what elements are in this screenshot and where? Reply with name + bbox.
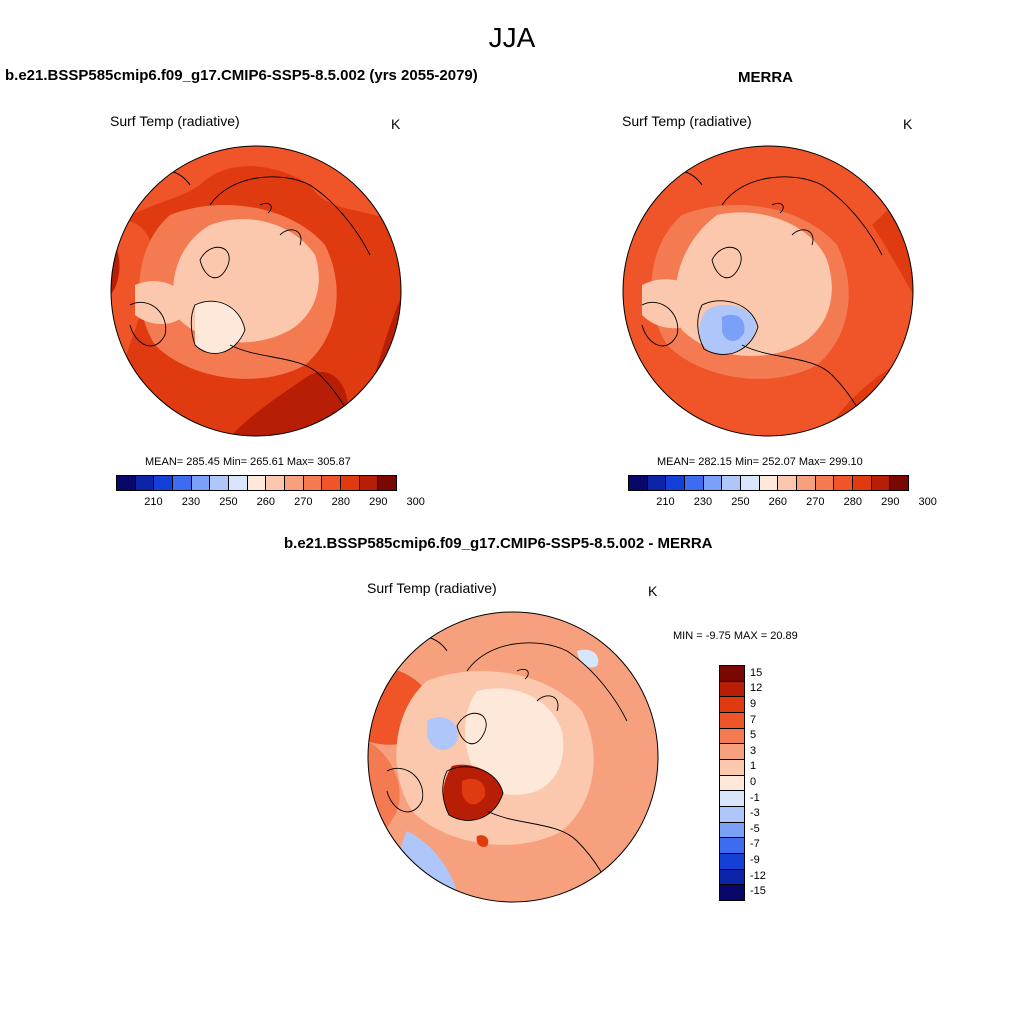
- diff-colorbar-swatch: [720, 854, 744, 870]
- diff-colorbar-tick-label: -7: [750, 838, 760, 851]
- model-units-label: K: [391, 116, 401, 132]
- model-panel-title: b.e21.BSSP585cmip6.f09_g17.CMIP6-SSP5-8.…: [5, 67, 478, 84]
- diff-colorbar-tick-label: 3: [750, 744, 757, 757]
- diff-colorbar-tick-label: -9: [750, 854, 760, 866]
- diff-colorbar-swatch: [720, 666, 744, 682]
- diff-colorbar-swatch: [720, 791, 744, 808]
- model-colorbar-swatch: [322, 476, 342, 490]
- diff-stats: MIN = -9.75 MAX = 20.89: [673, 630, 798, 642]
- obs-colorbar: [628, 475, 909, 491]
- diff-colorbar-swatch: [720, 760, 744, 776]
- obs-colorbar-tick-label: 250: [731, 496, 750, 508]
- diff-colorbar-tick-label: 15: [750, 666, 763, 679]
- obs-units-label: K: [903, 116, 913, 132]
- model-polar-map: [110, 145, 402, 437]
- obs-polar-map: [622, 145, 914, 437]
- model-colorbar-swatch: [378, 476, 397, 490]
- figure-title: JJA: [488, 22, 536, 53]
- obs-colorbar-swatch: [647, 476, 667, 490]
- model-colorbar-ticks: 210 230 250 260 270 280 290 300: [116, 496, 425, 510]
- model-colorbar-swatch: [210, 476, 230, 490]
- diff-colorbar-swatch: [720, 869, 744, 886]
- model-colorbar-tick-label: 260: [256, 496, 276, 508]
- diff-colorbar-swatch: [720, 885, 744, 901]
- model-colorbar-swatch: [191, 476, 211, 490]
- diff-units-label: K: [648, 583, 658, 599]
- diff-colorbar-tick-label: -12: [750, 869, 766, 882]
- obs-colorbar-swatch: [853, 476, 872, 490]
- diff-colorbar-swatch: [720, 838, 744, 855]
- diff-colorbar-swatch: [720, 728, 744, 745]
- obs-colorbar-ticks: 210 230 250 260 270 280 290 300: [628, 496, 937, 510]
- model-colorbar-swatch: [229, 476, 248, 490]
- model-colorbar-tick-label: 300: [406, 496, 425, 508]
- diff-colorbar-ticks: 15 12 9 7 5 3 1 0 -1 -3 -5 -7 -9 -12 -15: [750, 665, 780, 899]
- model-colorbar-swatch: [359, 476, 379, 490]
- obs-colorbar-tick-label: 270: [806, 496, 825, 508]
- diff-colorbar-tick-label: -15: [750, 885, 766, 898]
- obs-colorbar-swatch: [722, 476, 742, 490]
- diff-colorbar-tick-label: -1: [750, 791, 760, 804]
- model-colorbar-swatch: [266, 476, 286, 490]
- diff-colorbar: [719, 665, 745, 901]
- obs-colorbar-swatch: [797, 476, 816, 490]
- diff-colorbar-tick-label: -5: [750, 822, 760, 835]
- diff-colorbar-tick-label: -3: [750, 807, 760, 820]
- model-colorbar-tick-label: 270: [294, 496, 313, 508]
- obs-colorbar-swatch: [834, 476, 854, 490]
- model-colorbar-swatch: [303, 476, 323, 490]
- model-colorbar-swatch: [135, 476, 155, 490]
- model-variable-label: Surf Temp (radiative): [110, 113, 240, 129]
- diff-colorbar-tick-label: 9: [750, 697, 757, 710]
- diff-colorbar-swatch: [720, 697, 744, 714]
- diff-variable-label: Surf Temp (radiative): [367, 580, 497, 596]
- obs-colorbar-tick-label: 260: [768, 496, 788, 508]
- diff-colorbar-tick-label: 12: [750, 682, 763, 695]
- obs-colorbar-swatch: [741, 476, 760, 490]
- obs-colorbar-swatch: [759, 476, 779, 490]
- diff-colorbar-tick-label: 1: [750, 760, 757, 773]
- obs-colorbar-tick-label: 300: [918, 496, 937, 508]
- diff-panel-title: b.e21.BSSP585cmip6.f09_g17.CMIP6-SSP5-8.…: [284, 535, 713, 552]
- obs-colorbar-swatch: [666, 476, 686, 490]
- obs-colorbar-tick-label: 280: [843, 496, 862, 508]
- diff-colorbar-swatch: [720, 681, 744, 698]
- diff-colorbar-tick-label: 5: [750, 729, 757, 742]
- model-colorbar-swatch: [247, 476, 267, 490]
- model-colorbar-tick-label: 290: [369, 496, 388, 508]
- diff-colorbar-swatch: [720, 713, 744, 729]
- diff-colorbar-tick-label: 7: [750, 713, 757, 726]
- diff-polar-map: [367, 611, 659, 903]
- model-colorbar: [116, 475, 397, 491]
- diff-colorbar-swatch: [720, 822, 744, 839]
- obs-colorbar-swatch: [871, 476, 891, 490]
- obs-colorbar-tick-label: 230: [693, 496, 713, 508]
- model-colorbar-swatch: [154, 476, 174, 490]
- obs-colorbar-tick-label: 210: [656, 496, 675, 508]
- obs-stats: MEAN= 282.15 Min= 252.07 Max= 299.10: [657, 456, 863, 468]
- diff-colorbar-swatch: [720, 744, 744, 761]
- model-stats: MEAN= 285.45 Min= 265.61 Max= 305.87: [145, 456, 351, 468]
- obs-colorbar-swatch: [703, 476, 723, 490]
- model-colorbar-tick-label: 230: [181, 496, 201, 508]
- obs-colorbar-swatch: [890, 476, 909, 490]
- model-colorbar-swatch: [117, 476, 136, 490]
- obs-panel-title: MERRA: [738, 69, 793, 86]
- model-colorbar-swatch: [173, 476, 192, 490]
- model-colorbar-tick-label: 280: [331, 496, 350, 508]
- obs-colorbar-swatch: [815, 476, 835, 490]
- diff-colorbar-swatch: [720, 775, 744, 792]
- diff-colorbar-swatch: [720, 807, 744, 823]
- obs-colorbar-swatch: [629, 476, 648, 490]
- obs-colorbar-tick-label: 290: [881, 496, 900, 508]
- model-colorbar-tick-label: 250: [219, 496, 238, 508]
- obs-colorbar-swatch: [685, 476, 704, 490]
- obs-variable-label: Surf Temp (radiative): [622, 113, 752, 129]
- diff-colorbar-tick-label: 0: [750, 776, 757, 788]
- model-colorbar-swatch: [285, 476, 304, 490]
- model-colorbar-swatch: [341, 476, 360, 490]
- obs-colorbar-swatch: [778, 476, 798, 490]
- model-colorbar-tick-label: 210: [144, 496, 163, 508]
